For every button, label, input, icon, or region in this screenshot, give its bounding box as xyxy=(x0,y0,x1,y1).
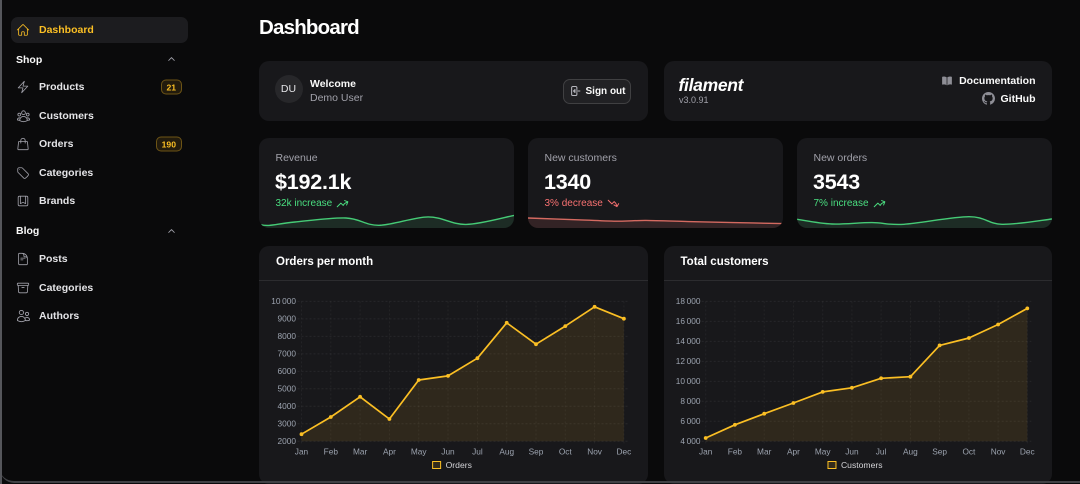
svg-text:2000: 2000 xyxy=(278,436,297,446)
svg-text:Mar: Mar xyxy=(353,447,368,457)
svg-text:3000: 3000 xyxy=(278,419,297,429)
svg-text:Jul: Jul xyxy=(875,447,886,457)
svg-text:14 000: 14 000 xyxy=(675,336,700,346)
svg-text:Feb: Feb xyxy=(727,447,742,457)
svg-text:6 000: 6 000 xyxy=(680,416,701,426)
svg-text:May: May xyxy=(814,447,831,457)
svg-text:Nov: Nov xyxy=(587,447,603,457)
svg-text:12 000: 12 000 xyxy=(675,356,700,366)
svg-text:Nov: Nov xyxy=(990,447,1006,457)
svg-text:9000: 9000 xyxy=(278,314,297,324)
svg-text:Apr: Apr xyxy=(383,447,396,457)
svg-text:Feb: Feb xyxy=(324,447,339,457)
svg-text:May: May xyxy=(411,447,428,457)
svg-text:18 000: 18 000 xyxy=(675,296,700,306)
svg-text:7000: 7000 xyxy=(278,349,297,359)
svg-text:Jun: Jun xyxy=(441,447,455,457)
svg-text:Apr: Apr xyxy=(786,447,799,457)
svg-text:6000: 6000 xyxy=(278,366,297,376)
svg-text:Jan: Jan xyxy=(699,447,713,457)
svg-text:Jan: Jan xyxy=(295,447,309,457)
svg-text:Oct: Oct xyxy=(559,447,573,457)
svg-text:Sep: Sep xyxy=(529,447,544,457)
svg-text:8000: 8000 xyxy=(278,331,297,341)
svg-text:Dec: Dec xyxy=(1019,447,1034,457)
svg-text:10 000: 10 000 xyxy=(675,376,700,386)
svg-text:4000: 4000 xyxy=(278,401,297,411)
svg-text:Aug: Aug xyxy=(499,447,514,457)
svg-text:Jul: Jul xyxy=(472,447,483,457)
svg-text:16 000: 16 000 xyxy=(675,316,700,326)
svg-text:Dec: Dec xyxy=(617,447,632,457)
svg-text:Aug: Aug xyxy=(903,447,918,457)
svg-text:Sep: Sep xyxy=(932,447,947,457)
svg-text:Jun: Jun xyxy=(845,447,859,457)
svg-text:8 000: 8 000 xyxy=(680,396,701,406)
svg-text:10 000: 10 000 xyxy=(271,296,296,306)
svg-text:5000: 5000 xyxy=(278,384,297,394)
svg-text:Mar: Mar xyxy=(757,447,772,457)
svg-text:Oct: Oct xyxy=(962,447,976,457)
svg-text:4 000: 4 000 xyxy=(680,436,701,446)
